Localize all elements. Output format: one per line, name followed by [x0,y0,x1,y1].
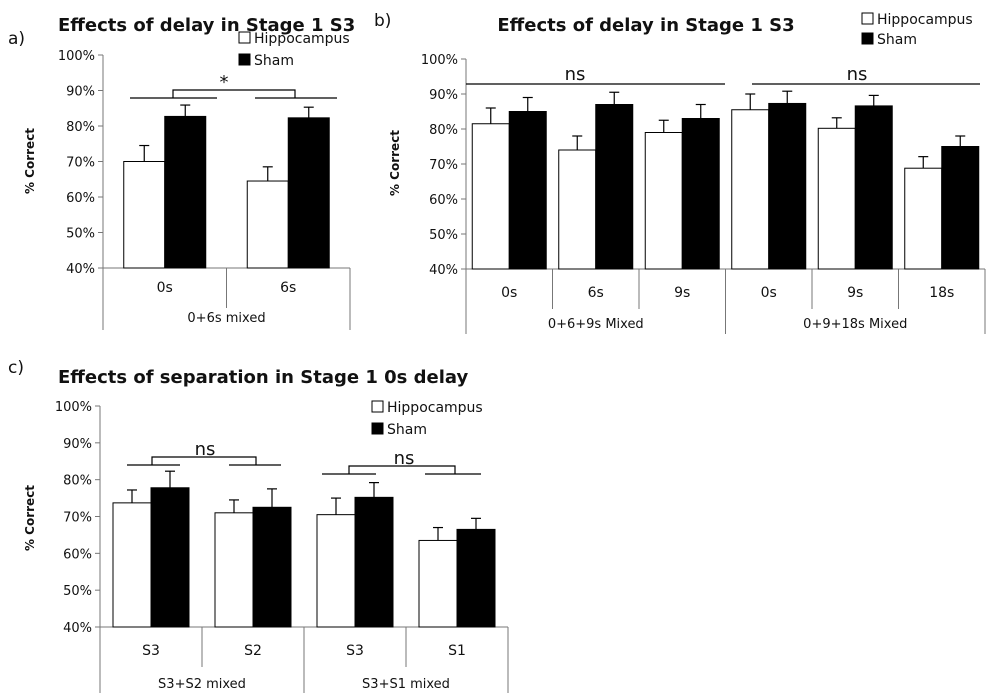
x-category-label: S3 [142,643,160,659]
bar-hippocampus [316,514,356,628]
x-group-label: 0+6s mixed [187,311,265,326]
legend-label-hippocampus: Hippocampus [387,400,483,416]
legend-label-hippocampus: Hippocampus [877,12,973,28]
y-tick-label: 60% [63,547,92,562]
y-tick-label: 70% [63,511,92,526]
bar-sham [456,528,496,628]
significance-label: ns [565,64,586,85]
x-category-label: 9s [674,285,690,301]
bar-sham [150,487,190,628]
bar-hippocampus [904,167,943,270]
legend-swatch-hippocampus [238,31,251,44]
panel-label: a) [8,29,25,49]
legend-label-sham: Sham [877,32,917,48]
y-tick-label: 50% [429,228,458,243]
bar-sham [287,117,330,269]
bar-sham [681,118,720,270]
bar-sham [354,496,394,628]
legend-swatch-sham [371,422,384,435]
significance-bracket [151,456,257,465]
y-tick-label: 100% [58,49,95,64]
bar-hippocampus [246,180,289,269]
y-tick-label: 60% [429,193,458,208]
y-tick-label: 40% [429,263,458,278]
y-tick-label: 90% [63,437,92,452]
bar-sham [164,115,207,269]
x-group-label: S3+S2 mixed [158,677,246,692]
y-tick-label: 70% [66,156,95,171]
x-category-label: 18s [929,285,954,301]
chart-title: Effects of separation in Stage 1 0s dela… [58,367,468,388]
significance-label: ns [394,448,415,469]
x-category-label: 6s [588,285,604,301]
bar-hippocampus [214,512,254,628]
x-category-label: 9s [847,285,863,301]
panel-b-delay-chart: b) Effects of delay in Stage 1 S3 % Correc… [374,11,986,334]
legend-swatch-sham [861,32,874,45]
y-tick-label: 40% [66,262,95,277]
y-axis-label: % Correct [23,485,37,551]
bar-hippocampus [558,149,597,270]
bar-sham [854,105,893,270]
chart-title: Effects of delay in Stage 1 S3 [58,15,355,36]
panel-label: c) [8,358,24,378]
x-category-label: 0s [761,285,777,301]
bar-hippocampus [123,161,166,269]
bar-hippocampus [817,127,856,270]
bar-sham [941,146,980,270]
legend-swatch-sham [238,53,251,66]
y-tick-label: 80% [63,474,92,489]
y-axis-label: % Correct [23,128,37,194]
bar-hippocampus [418,539,458,628]
bar-hippocampus [112,502,152,628]
y-axis-label: % Correct [388,130,402,196]
significance-label: * [220,72,229,93]
panel-a-delay-chart: a) Effects of delay in Stage 1 S3 % Correc… [8,15,355,330]
x-category-label: S1 [448,643,466,659]
y-tick-label: 100% [55,400,92,415]
y-tick-label: 100% [421,53,458,68]
legend-swatch-hippocampus [371,400,384,413]
significance-label: ns [195,439,216,460]
x-category-label: S2 [244,643,262,659]
y-tick-label: 70% [429,158,458,173]
y-tick-label: 40% [63,621,92,636]
y-tick-label: 80% [66,120,95,135]
x-group-label: S3+S1 mixed [362,677,450,692]
significance-bracket [348,465,456,474]
x-category-label: S3 [346,643,364,659]
legend-label-sham: Sham [387,422,427,438]
bar-sham [595,104,634,270]
bar-sham [252,506,292,628]
y-tick-label: 50% [63,584,92,599]
x-category-label: 0s [501,285,517,301]
bar-hippocampus [471,123,510,270]
chart-title: Effects of delay in Stage 1 S3 [497,15,794,36]
x-category-label: 6s [280,280,296,296]
legend-label-hippocampus: Hippocampus [254,31,350,47]
y-tick-label: 80% [429,123,458,138]
significance-label: ns [847,64,868,85]
y-tick-label: 90% [66,85,95,100]
bar-hippocampus [731,109,770,270]
x-group-label: 0+6+9s Mixed [548,317,644,332]
significance-bracket [172,89,296,98]
bar-sham [768,102,807,270]
y-tick-label: 60% [66,191,95,206]
y-tick-label: 50% [66,227,95,242]
bar-hippocampus [644,132,683,270]
x-category-label: 0s [157,280,173,296]
legend-swatch-hippocampus [861,12,874,25]
legend-label-sham: Sham [254,53,294,69]
bar-sham [508,111,547,270]
y-tick-label: 90% [429,88,458,103]
panel-label: b) [374,11,391,31]
panel-c-separation-chart: c) Effects of separation in Stage 1 0s de… [8,358,509,693]
x-group-label: 0+9+18s Mixed [803,317,907,332]
